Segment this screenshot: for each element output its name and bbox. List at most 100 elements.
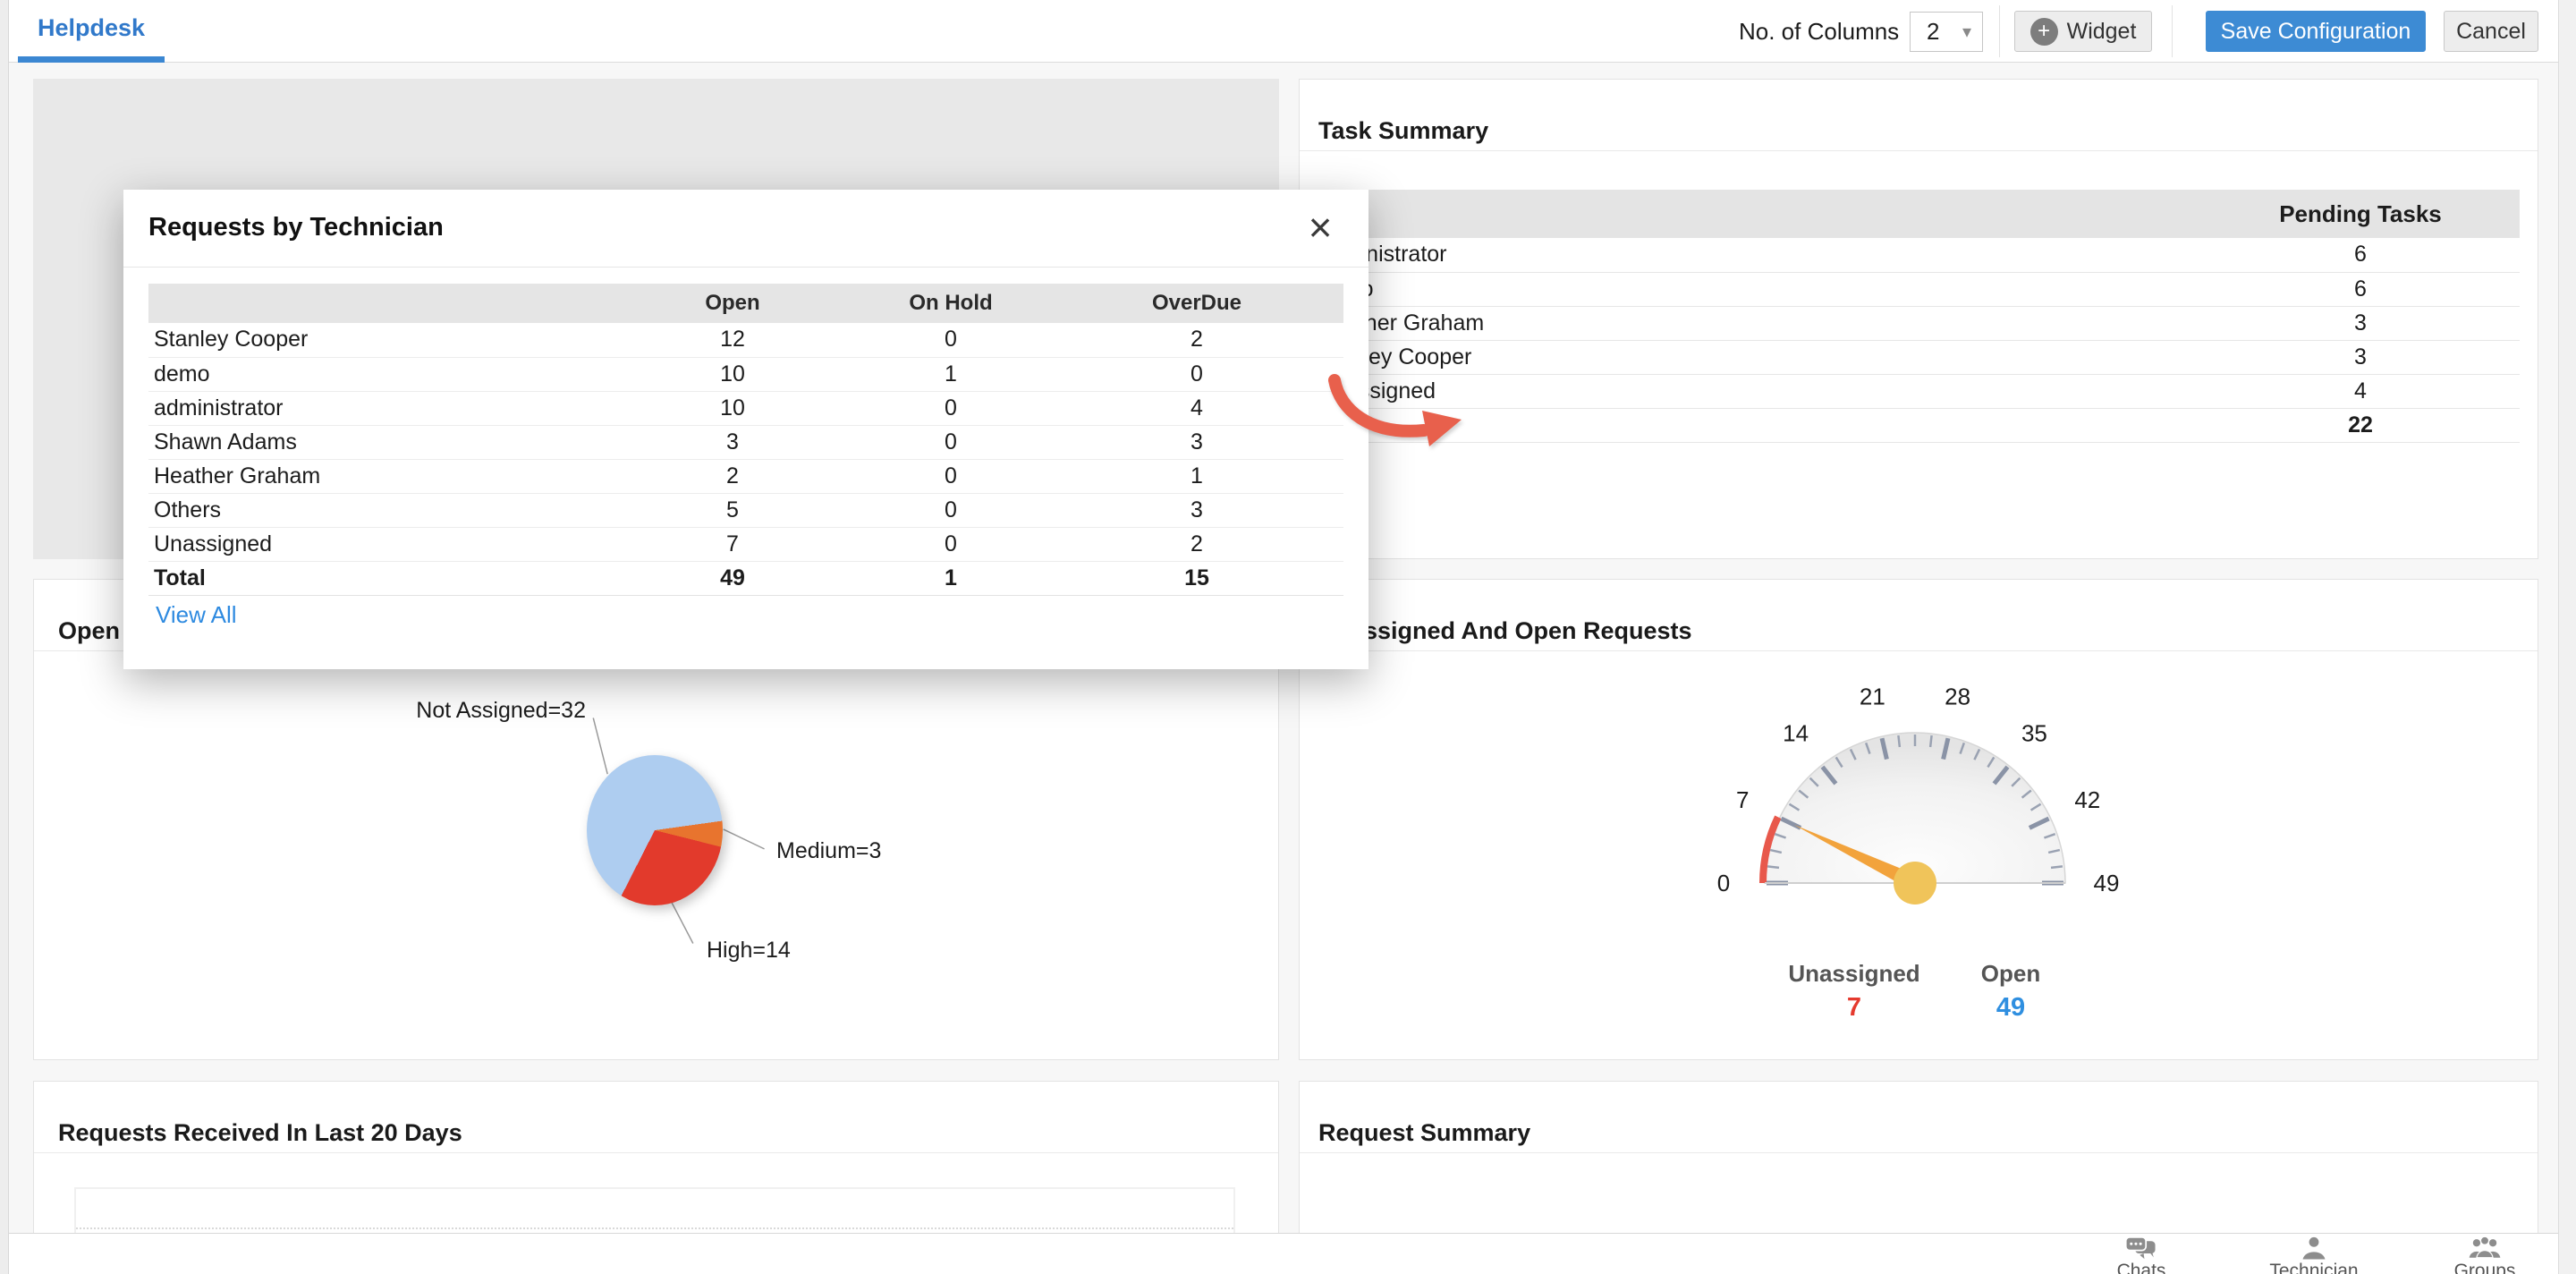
cell-total-on-hold: 1 [852, 561, 1050, 596]
add-widget-button[interactable]: + Widget [2014, 11, 2152, 52]
top-toolbar: Helpdesk No. of Columns 2 ▾ + Widget Sav… [9, 0, 2558, 63]
toolbar-separator [2172, 5, 2173, 57]
task-row-name: administrator [1316, 238, 2201, 273]
chats-icon [2124, 1236, 2156, 1260]
task-row-value: 4 [2201, 374, 2520, 409]
svg-text:21: 21 [1860, 683, 1885, 709]
task-row-name: Heather Graham [1316, 306, 2201, 341]
table-row: Unassigned 4 [1316, 374, 2520, 409]
task-summary-table: Pending Tasks administrator 6 demo 6 Hea… [1316, 190, 2520, 443]
cell-open: 5 [614, 493, 852, 528]
task-row-value: 3 [2201, 306, 2520, 341]
task-row-value: 6 [2201, 272, 2520, 307]
technician-column-header [148, 284, 614, 323]
cell-technician: administrator [148, 391, 614, 426]
gauge-chart: 0 7 14 21 28 35 42 49 [1717, 683, 2120, 905]
vertical-scrollbar[interactable] [2558, 0, 2576, 1274]
tab-helpdesk[interactable]: Helpdesk [18, 0, 165, 63]
task-row-name: Stanley Cooper [1316, 340, 2201, 375]
task-total-name: Total [1316, 408, 2201, 443]
cell-on-hold: 0 [852, 391, 1050, 426]
panel-divider [1300, 650, 2538, 651]
chevron-down-icon: ▾ [1962, 22, 1971, 42]
cell-overdue: 4 [1050, 391, 1343, 426]
pending-tasks-header: Pending Tasks [2201, 190, 2520, 238]
table-row: Heather Graham 3 [1316, 306, 2520, 341]
cell-technician: Unassigned [148, 527, 614, 562]
task-summary-title: Task Summary [1318, 117, 1489, 144]
svg-text:7: 7 [1736, 786, 1749, 813]
cell-overdue: 1 [1050, 459, 1343, 494]
save-configuration-label: Save Configuration [2220, 18, 2411, 44]
columns-select-value: 2 [1927, 18, 1940, 45]
task-row-name: Unassigned [1316, 374, 2201, 409]
cancel-button-label: Cancel [2456, 18, 2526, 44]
table-total-row: Total 49 1 15 [148, 561, 1343, 596]
cell-technician: Others [148, 493, 614, 528]
chats-label: Chats [2116, 1261, 2166, 1274]
pie-chart [587, 755, 723, 905]
cancel-button[interactable]: Cancel [2444, 11, 2538, 52]
columns-select[interactable]: 2 ▾ [1910, 12, 1983, 52]
add-widget-button-label: Widget [2066, 18, 2137, 44]
task-name-header [1316, 190, 2201, 238]
requests-last-20-days-title: Requests Received In Last 20 Days [58, 1119, 462, 1146]
pie-label-not-assigned: Not Assigned=32 [416, 698, 586, 723]
on-hold-column-header: On Hold [852, 284, 1050, 323]
cell-total-open: 49 [614, 561, 852, 596]
requests-by-technician-table: Open On Hold OverDue Stanley Cooper 1 2 0… [148, 284, 1343, 596]
cell-on-hold: 0 [852, 323, 1050, 358]
panel-divider [34, 1152, 1278, 1153]
unassigned-open-requests-title: Unassigned And Open Requests [1318, 617, 1692, 644]
open-column-header: Open [614, 284, 852, 323]
cell-open: 2 [614, 459, 852, 494]
panel-divider [1300, 150, 2538, 151]
cell-open: 10 [614, 391, 852, 426]
columns-count-label: No. of Columns [1739, 17, 1900, 45]
cell-overdue: 3 [1050, 493, 1343, 528]
left-rail [0, 0, 9, 1274]
groups-dock-button[interactable]: Groups [2418, 1236, 2552, 1274]
table-header-row: Pending Tasks [1316, 190, 2520, 238]
cell-technician: Heather Graham [148, 459, 614, 494]
cell-total-overdue: 15 [1050, 561, 1343, 596]
cell-open: 3 [614, 425, 852, 460]
close-icon[interactable]: × [1297, 202, 1343, 252]
cell-on-hold: 0 [852, 493, 1050, 528]
modal-divider [123, 267, 1368, 268]
cell-technician: Stanley Cooper [148, 323, 614, 358]
pie-label-medium: Medium=3 [776, 838, 882, 863]
overdue-column-header: OverDue [1050, 284, 1343, 323]
gauge-unassigned-stat: Unassigned 7 [1747, 960, 1962, 1023]
cell-technician: Shawn Adams [148, 425, 614, 460]
cell-total-label: Total [148, 561, 614, 596]
modal-header: Requests by Technician × [123, 190, 1368, 267]
table-row: Unassigned 7 0 2 [148, 527, 1343, 562]
svg-text:0: 0 [1717, 870, 1730, 896]
footer-dock: Chats Technician Groups [0, 1233, 2576, 1274]
task-total-value: 22 [2201, 408, 2520, 443]
table-row: administrator 6 [1316, 238, 2520, 273]
technician-label: Technician [2269, 1261, 2359, 1274]
toolbar-separator [1999, 5, 2000, 57]
technician-icon [2302, 1236, 2326, 1260]
save-configuration-button[interactable]: Save Configuration [2206, 11, 2426, 52]
cell-overdue: 0 [1050, 357, 1343, 392]
cell-overdue: 2 [1050, 323, 1343, 358]
view-all-link[interactable]: View All [156, 601, 237, 628]
table-header-row: Open On Hold OverDue [148, 284, 1343, 323]
task-row-value: 3 [2201, 340, 2520, 375]
table-row: Others 5 0 3 [148, 493, 1343, 528]
requests-by-technician-modal: Requests by Technician × Open On Hold Ov… [123, 190, 1368, 669]
svg-text:49: 49 [2094, 870, 2120, 896]
gauge-unassigned-label: Unassigned [1788, 960, 1920, 987]
cell-on-hold: 0 [852, 527, 1050, 562]
svg-text:35: 35 [2021, 720, 2047, 747]
cell-on-hold: 0 [852, 425, 1050, 460]
technician-dock-button[interactable]: Technician [2247, 1236, 2381, 1274]
cell-open: 10 [614, 357, 852, 392]
table-row: Stanley Cooper 3 [1316, 340, 2520, 375]
cell-technician: demo [148, 357, 614, 392]
chats-dock-button[interactable]: Chats [2074, 1236, 2208, 1274]
